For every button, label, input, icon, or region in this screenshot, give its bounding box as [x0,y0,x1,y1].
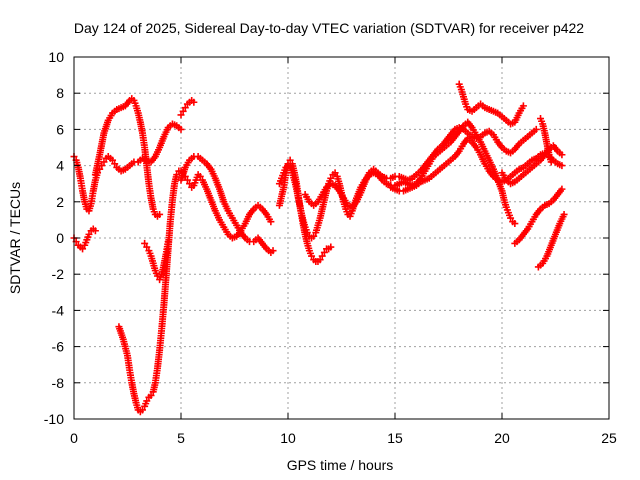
data-point [558,185,566,193]
data-point [303,229,311,237]
grid [74,57,609,419]
data-point [558,162,566,170]
data-point [91,227,99,235]
data-point [507,214,515,222]
data-point [560,210,568,218]
series-sat-o [537,115,555,166]
data-point [79,245,87,253]
data-point [138,406,146,414]
data-point [511,220,519,228]
x-tick-label: 0 [70,430,78,446]
data-point [143,397,151,405]
series-sat-c [91,95,164,220]
data-point [147,391,155,399]
x-tick-label: 5 [177,430,185,446]
data-point [173,171,181,179]
series-sat-d [115,167,275,416]
data-point [85,230,93,238]
x-tick-label: 10 [280,430,296,446]
data-point [164,238,172,246]
data-point [320,248,328,256]
y-tick-label: 4 [56,158,64,174]
data-point [179,107,187,115]
data-point [532,125,540,133]
y-tick-label: -6 [52,339,65,355]
data-point [308,252,316,260]
data-point [183,176,191,184]
data-point [327,243,335,251]
y-tick-label: -8 [52,375,65,391]
series-sat-k [387,134,566,195]
series-sat-b [70,225,99,253]
data-point [186,180,194,188]
y-tick-label: 0 [56,230,64,246]
data-point [286,156,294,164]
x-axis-label: GPS time / hours [287,457,394,473]
series-sat-e [141,238,172,284]
y-tick-label: 2 [56,194,64,210]
series-sat-j [301,124,540,211]
y-tick-label: -2 [52,266,65,282]
data-point [547,158,555,166]
data-point [190,98,198,106]
x-tick-label: 15 [387,430,403,446]
x-tick-label: 25 [601,430,617,446]
data-layer [70,80,568,416]
y-tick-label: -10 [44,411,64,427]
data-point [111,160,119,168]
data-point [153,272,161,280]
data-point [519,102,527,110]
data-point [310,232,318,240]
series-sat-a [70,120,185,215]
y-tick-label: 6 [56,121,64,137]
series-sat-n [511,185,566,247]
y-tick-label: 8 [56,85,64,101]
x-tick-label: 20 [494,430,510,446]
data-point [156,210,164,218]
series-sat-l [455,80,527,128]
data-point [196,172,204,180]
data-point [141,239,149,247]
data-point [558,151,566,159]
y-axis-label: SDTVAR / TECUs [7,182,23,294]
series-sat-f [177,96,198,119]
y-tick-label: -4 [52,302,65,318]
data-point [177,111,185,119]
data-point [181,104,189,112]
data-point [109,156,117,164]
data-point [316,256,324,264]
data-point [143,243,151,251]
data-point [269,247,277,255]
data-point [318,252,326,260]
data-point [267,218,275,226]
series-sat-g [177,153,277,256]
series-sat-p [534,210,568,271]
chart-title: Day 124 of 2025, Sidereal Day-to-day VTE… [74,20,584,36]
y-tick-label: 10 [48,49,64,65]
data-point [331,169,339,177]
data-point [177,125,185,133]
